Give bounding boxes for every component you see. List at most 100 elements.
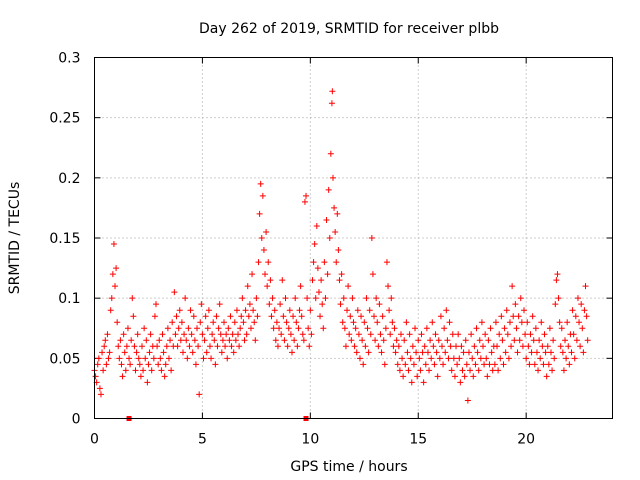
data-point [415,337,422,344]
data-point [461,373,468,380]
data-point [172,331,179,338]
data-point [271,307,278,314]
data-point [321,259,328,266]
data-point [215,325,222,332]
data-point [557,343,564,350]
data-point [313,222,320,229]
data-point [291,337,298,344]
data-point [96,385,103,392]
data-point [497,355,504,362]
data-point [528,349,535,356]
data-point [572,313,579,320]
data-point [113,265,120,272]
data-point [137,373,144,380]
data-point [150,355,157,362]
data-point [570,331,577,338]
data-point [465,349,472,356]
data-point [562,337,569,344]
data-point [308,331,315,338]
data-point [132,367,139,374]
data-point [574,295,581,302]
data-point [182,295,189,302]
data-point [178,319,185,326]
data-point [101,343,108,350]
data-point [186,343,193,350]
data-point [142,355,149,362]
data-point [317,313,324,320]
data-point [522,331,529,338]
data-point [540,361,547,368]
chart-title: Day 262 of 2019, SRMTID for receiver plb… [199,21,499,37]
data-point [580,349,587,356]
data-point [293,319,300,326]
data-point [563,355,570,362]
data-point [394,361,401,368]
data-point [510,313,517,320]
data-point [389,319,396,326]
data-point [171,289,178,296]
data-point [404,349,411,356]
data-point [359,337,366,344]
data-point [422,361,429,368]
data-point [397,331,404,338]
data-point [236,343,243,350]
data-point [523,355,530,362]
data-point [449,331,456,338]
data-point [463,361,470,368]
data-point [362,343,369,350]
data-point [243,331,250,338]
data-point [474,349,481,356]
data-point [342,343,349,350]
data-point [416,355,423,362]
data-point [99,349,106,356]
data-point [547,349,554,356]
data-point [103,361,110,368]
data-point [577,343,584,350]
data-point [554,271,561,278]
data-point [259,192,266,199]
data-point [387,331,394,338]
data-point [226,337,233,344]
data-point [244,283,251,290]
data-point [95,355,102,362]
data-point [560,367,567,374]
data-point [369,271,376,278]
data-point [467,367,474,374]
data-point [417,367,424,374]
data-point [344,307,351,314]
data-point [475,367,482,374]
data-point [538,319,545,326]
data-point [216,301,223,308]
data-point [426,367,433,374]
data-point [232,337,239,344]
data-point [228,343,235,350]
data-point [488,349,495,356]
data-point [118,361,125,368]
data-point [564,319,571,326]
data-point [406,331,413,338]
data-point [582,283,589,290]
data-point [527,331,534,338]
data-point [105,355,112,362]
data-point [470,373,477,380]
data-point [553,277,560,284]
data-point [355,331,362,338]
data-point [124,325,131,332]
data-point [492,319,499,326]
plot-frame [94,57,613,419]
data-point [305,325,312,332]
data-point [304,295,311,302]
data-point [448,367,455,374]
data-point [200,355,207,362]
data-point [197,319,204,326]
data-point [568,349,575,356]
data-point [320,325,327,332]
data-point [367,331,374,338]
data-point [221,319,227,326]
data-point [179,349,186,356]
data-point [418,331,425,338]
data-point [336,277,343,284]
data-point [481,361,488,368]
data-point [378,349,385,356]
data-point [396,367,403,374]
